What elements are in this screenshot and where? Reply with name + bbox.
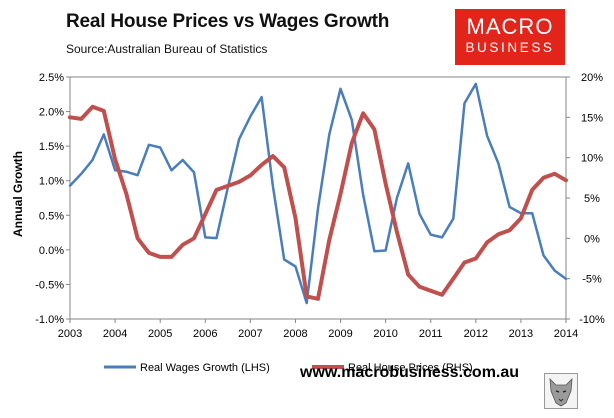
wolf-logo-icon — [544, 373, 578, 409]
legend: Real Wages Growth (LHS) Real House Price… — [104, 362, 473, 374]
footer-url-link[interactable]: www.macrobusiness.com.au — [300, 364, 520, 381]
legend-label-house: Real House Prices (RHS) — [348, 362, 473, 374]
x-tick-label: 2012 — [464, 328, 488, 340]
x-tick-label: 2011 — [419, 328, 443, 340]
chart-title: Real House Prices vs Wages Growth — [66, 11, 390, 32]
left-tick-label: 1.5% — [39, 141, 64, 153]
right-tick-label: -10% — [579, 314, 605, 326]
right-tick-label: 5% — [584, 193, 600, 205]
series-layer — [68, 82, 568, 305]
right-tick-label: 10% — [581, 153, 603, 165]
x-tick-label: 2010 — [373, 328, 397, 340]
x-tick-label: 2007 — [238, 328, 262, 340]
legend-label-wages: Real Wages Growth (LHS) — [140, 362, 270, 374]
x-tick-label: 2003 — [58, 328, 82, 340]
left-tick-label: 2.5% — [39, 72, 64, 84]
right-axis-ticks: 20% 15% 10% 5% 0% -5% -10% — [566, 72, 605, 326]
x-tick-label: 2008 — [283, 328, 307, 340]
right-tick-label: 0% — [584, 233, 600, 245]
series-line-real-wages — [68, 82, 568, 305]
logo-line-macro: MACRO — [466, 14, 554, 39]
logo-line-business: BUSINESS — [465, 40, 555, 55]
x-tick-label: 2009 — [328, 328, 352, 340]
x-tick-label: 2006 — [193, 328, 217, 340]
right-tick-label: 20% — [581, 72, 603, 84]
macro-business-logo[interactable]: MACRO BUSINESS — [455, 9, 565, 65]
left-tick-label: 0.0% — [39, 245, 64, 257]
left-tick-label: -0.5% — [35, 279, 64, 291]
plot-area-frame — [69, 76, 567, 320]
series-line-real-house-prices — [68, 104, 568, 301]
y-axis-title: Annual Growth — [11, 151, 25, 237]
right-tick-label: 15% — [581, 112, 603, 124]
x-axis-ticks: 2003 2004 2005 2006 2007 2008 2009 2010 2011 2012… — [58, 319, 578, 340]
chart-source: Source:Australian Bureau of Statistics — [66, 42, 268, 56]
chart-axes — [69, 76, 567, 320]
x-tick-label: 2005 — [148, 328, 172, 340]
left-tick-label: -1.0% — [35, 314, 64, 326]
right-tick-label: -5% — [582, 274, 602, 286]
left-tick-label: 0.5% — [39, 210, 64, 222]
left-tick-label: 2.0% — [39, 107, 64, 119]
x-tick-label: 2004 — [103, 328, 127, 340]
left-tick-label: 1.0% — [39, 176, 64, 188]
left-axis-ticks: 2.5% 2.0% 1.5% 1.0% 0.5% 0.0% -0.5% -1.0% — [35, 72, 70, 326]
x-tick-label: 2013 — [509, 328, 533, 340]
x-tick-label: 2014 — [554, 328, 578, 340]
